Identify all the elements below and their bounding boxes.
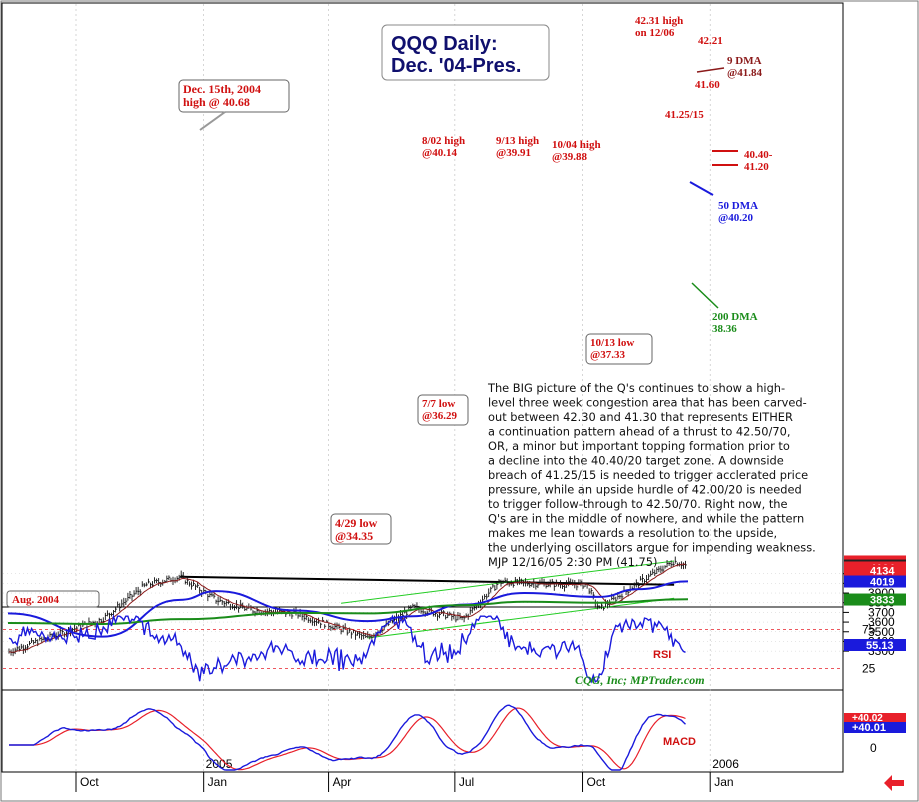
annotation-arrow (689, 181, 714, 196)
annotation-text: 10/13 low (590, 337, 634, 349)
commentary-line: out between 42.30 and 41.30 that represe… (488, 410, 793, 424)
annotation-text: 50 DMA (718, 200, 758, 212)
x-tick-label: Jan (208, 775, 227, 789)
annotation-text: 7/7 low (422, 398, 455, 410)
commentary-line: makes me lean towards a resolution to th… (488, 526, 777, 540)
annotation-text: @40.20 (718, 212, 753, 224)
macd-tag-label: +40.01 (852, 722, 886, 734)
moving-average-lines (7, 563, 689, 653)
annotation-arrow (696, 67, 725, 73)
commentary-text: The BIG picture of the Q's continues to … (487, 381, 816, 569)
commentary-line: MJP 12/16/05 2:30 PM (41.75) (488, 555, 657, 569)
price-tag-box (844, 593, 906, 606)
annotation-text: @34.35 (335, 529, 373, 543)
macd-tag-box (844, 713, 906, 722)
annotation-text: 41.25/15 (665, 109, 704, 121)
chart-subtitle: Dec. '04-Pres. (391, 55, 521, 77)
annotation-text: 38.36 (712, 323, 737, 335)
rsi-level-label: 75 (862, 623, 876, 637)
annotation-box (417, 394, 469, 426)
macd-zero-label: 0 (870, 741, 877, 755)
annotation-text: @41.84 (727, 67, 762, 79)
ma-line-9dma (8, 563, 686, 653)
annotation-arrow (199, 111, 226, 131)
annotation-box (178, 79, 290, 113)
annotation-text: Dec. 15th, 2004 (183, 82, 261, 96)
rsi-level-label: 25 (862, 662, 876, 676)
price-tags: 42264203418441764164413440193833 (844, 555, 906, 607)
x-tick-label: Oct (80, 775, 99, 789)
ma-line-50dma (7, 580, 689, 638)
rsi-line (8, 613, 686, 684)
x-tick-label: Jan (714, 775, 733, 789)
commentary-line: OR, a minor but important topping format… (488, 439, 790, 453)
macd-tag-box (844, 722, 906, 733)
ma-line-200dma (7, 598, 689, 626)
commentary-line: Q's are in the middle of nowhere, and wh… (488, 512, 804, 526)
commentary-line: to trigger follow-through to 42.50/70. R… (488, 497, 788, 511)
price-tag-box (844, 575, 906, 588)
annotation-text: 9/13 high (496, 135, 539, 147)
commentary-line: a decline into the 40.40/20 target zone.… (488, 454, 784, 468)
rsi-tag-box (844, 638, 906, 651)
y-tick-label: 3600 (868, 615, 895, 629)
x-tick-label: Apr (333, 775, 352, 789)
annotation-text: @39.91 (496, 147, 531, 159)
title-box (381, 24, 550, 81)
macd-label: MACD (663, 736, 696, 748)
commentary-line: The BIG picture of the Q's continues to … (487, 381, 785, 395)
x-tick-label: Oct (587, 775, 606, 789)
y-tick-label: 3700 (868, 605, 895, 619)
annotation-box (585, 333, 653, 365)
annotation-text: Aug. 2004 (12, 594, 60, 606)
macd-oscillator: 0 MACD +40.02+40.01 (9, 704, 906, 771)
annotation-text: 41.60 (695, 79, 720, 91)
commentary-line: level three week congestion area that ha… (488, 396, 807, 410)
annotation-box (6, 590, 100, 608)
trendline-resistance (180, 575, 675, 586)
annotation-text: high @ 40.68 (183, 95, 250, 109)
commentary-line: the underlying oscillators argue for imp… (488, 541, 816, 555)
annotation-text: @40.14 (422, 147, 457, 159)
annotation-text: 8/02 high (422, 135, 465, 147)
y-tick-label: 3500 (868, 625, 895, 639)
credit-text: CQG, Inc; MPTrader.com (575, 673, 705, 687)
annotation-text: 10/04 high (552, 139, 601, 151)
trendline-channel-lower (367, 597, 675, 639)
price-bars (8, 556, 687, 657)
annotation-text: @37.33 (590, 349, 625, 361)
left-arrow-icon[interactable] (884, 775, 904, 791)
annotation-text: @39.88 (552, 151, 587, 163)
annotation-text: 4/29 low (335, 516, 378, 530)
annotation-text: 200 DMA (712, 311, 758, 323)
price-tag-label: 4019 (870, 577, 894, 589)
annotation-arrow (691, 282, 719, 309)
rsi-oscillator: 75 25 RSI 55.13 (3, 613, 906, 684)
annotation-text: 40.40- (744, 149, 773, 161)
price-tag-box (844, 564, 906, 577)
annotation-text: 42.21 (698, 35, 723, 47)
annotation-text: 42.31 high (635, 15, 683, 27)
commentary-line: breach of 41.25/15 is needed to trigger … (488, 468, 808, 482)
annotation-text: 9 DMA (727, 55, 762, 67)
commentary-line: a continuation pattern ahead of a thrust… (488, 425, 790, 439)
macd-line (9, 704, 686, 771)
x-tick-label: Jul (459, 775, 474, 789)
annotation-text: 41.20 (744, 161, 769, 173)
rsi-label: RSI (653, 649, 671, 661)
chart-title: QQQ Daily: (391, 33, 498, 55)
commentary-line: pressure, while an upside hurdle of 42.0… (488, 483, 802, 497)
annotation-box (330, 513, 392, 545)
rsi-tag-label: 55.13 (866, 640, 894, 652)
macd-tag-label: +40.02 (852, 713, 883, 724)
price-tag-label: 3833 (870, 595, 894, 607)
annotation-text: @36.29 (422, 410, 457, 422)
year-label: 2006 (712, 757, 739, 771)
price-tag-label: 4134 (870, 565, 895, 577)
annotation-text: on 12/06 (635, 27, 675, 39)
